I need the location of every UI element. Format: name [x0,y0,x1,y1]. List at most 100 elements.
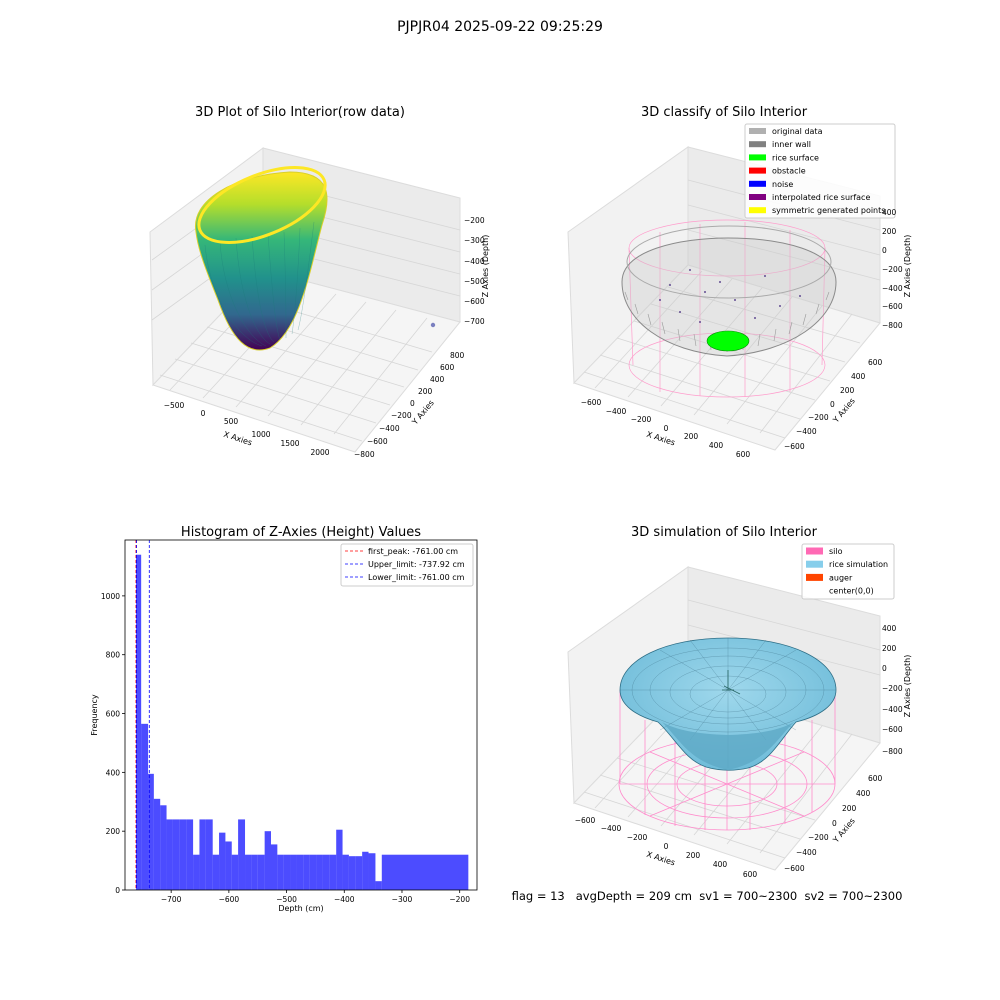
ytick: 0 [410,399,415,408]
ytick: 200 [840,386,855,395]
histogram-bar [355,856,363,890]
ytick: 600 [868,358,883,367]
status-text: flag = 13 avgDepth = 209 cm sv1 = 700~23… [512,889,903,903]
histogram-xlabel: Depth (cm) [278,904,323,913]
histogram-bar [245,854,252,890]
ztick: −600 [464,297,485,306]
xtick: 200 [686,851,701,860]
ytick: −400 [796,427,817,436]
histogram-bar [148,773,154,890]
ytick-label: 800 [106,651,121,660]
histogram-bar [172,819,180,890]
histogram-bar [362,851,369,890]
ztick: 200 [882,227,897,236]
ytick-label: 0 [115,886,120,895]
legend-swatch [749,167,766,174]
histogram-bar [375,881,382,890]
xtick-label: −600 [219,895,240,904]
legend-label: rice surface [772,153,819,162]
simulation-legend: silo rice simulation auger center(0,0) [801,543,895,600]
histogram-reference-lines [135,540,150,890]
raw-xticks: −500 0 500 1000 1500 2000 [164,401,330,457]
simulation-zticks: 400 200 0 −200 −400 −600 −800 [882,624,903,756]
histogram-ylabel: Frequency [90,694,99,736]
histogram-bar [153,798,161,890]
legend-swatch [806,587,823,595]
legend-swatch [806,547,823,555]
legend-label: Lower_limit: -761.00 cm [368,573,465,582]
legend-label: first_peak: -761.00 cm [368,547,458,556]
histogram-bar [160,805,167,890]
histogram-bar [303,854,310,890]
histogram-bar [368,853,376,890]
ytick-label: 400 [106,768,121,777]
legend-swatch [749,180,766,187]
ytick: −400 [796,848,817,857]
ztick: −300 [464,236,485,245]
ytick: −800 [354,450,375,459]
legend-frame [744,123,896,219]
xtick: 600 [743,870,758,879]
legend-label: symmetric generated points [772,206,885,215]
histogram-bar [348,856,356,890]
simulation-yticks: 600 400 200 0 −200 −400 −600 [784,774,883,873]
histogram-bar [205,819,213,890]
classify-zlabel: Z Axies (Depth) [903,235,912,298]
simulation-silo-wire [618,690,836,831]
histogram-bars [135,554,469,890]
auger-marker [722,670,741,695]
raw-bowl-mesh [204,221,315,347]
legend-label: auger [829,573,853,582]
legend-frame [801,543,895,600]
ytick-label: 600 [106,710,121,719]
ytick: −600 [784,442,805,451]
ytick: 200 [418,387,433,396]
classify-silo-wire [628,219,826,398]
ytick: −600 [367,437,388,446]
xtick: 0 [664,842,669,851]
legend-label: silo [829,547,843,556]
xtick: 1000 [251,430,270,439]
panel-histogram: Histogram of Z-Axies (Height) Values −70… [90,525,478,913]
legend-swatch [749,194,766,200]
xtick: −500 [164,401,185,410]
ztick: −400 [882,705,903,714]
panel-raw-data: 3D Plot of Silo Interior(row data) [149,105,490,459]
xtick: 1500 [280,439,299,448]
histogram-bar [199,819,206,890]
ztick: −800 [882,321,903,330]
raw-yticks: 800 600 400 200 0 −200 −400 −600 −800 [354,351,465,459]
histogram-title: Histogram of Z-Axies (Height) Values [181,525,421,540]
ztick: −200 [464,216,485,225]
panel-simulation: 3D simulation of Silo Interior [567,525,912,879]
ytick: −400 [379,424,400,433]
legend-swatch [749,154,766,161]
legend-label: center(0,0) [829,587,874,596]
classify-zticks: 400 200 0 −200 −400 −600 −800 [882,208,903,330]
ytick: −200 [808,833,829,842]
ytick: 200 [842,804,857,813]
histogram-bar [264,831,271,890]
histogram-bar [381,854,469,890]
ytick: 600 [868,774,883,783]
histogram-bar [322,854,330,890]
histogram-bar [316,854,323,890]
histogram-bar [225,841,232,890]
histogram-bar [238,819,246,890]
histogram-bar [296,854,304,890]
xtick: 400 [709,441,724,450]
classify-yticks: 600 400 200 0 −200 −400 −600 [784,358,883,451]
panel-simulation-title: 3D simulation of Silo Interior [631,525,818,540]
legend-swatch [806,573,823,581]
xtick: −400 [606,407,627,416]
xtick-label: −300 [392,895,413,904]
xtick-label: −500 [276,895,297,904]
ytick: 600 [440,363,455,372]
histogram-bar [186,819,194,890]
histogram-bar [212,854,220,890]
xtick-label: −700 [161,895,182,904]
figure-title: PJPJR04 2025-09-22 09:25:29 [397,19,603,35]
legend-swatch [749,207,766,214]
ytick: −200 [391,411,412,420]
simulation-xlabel: X Axies [645,850,676,868]
